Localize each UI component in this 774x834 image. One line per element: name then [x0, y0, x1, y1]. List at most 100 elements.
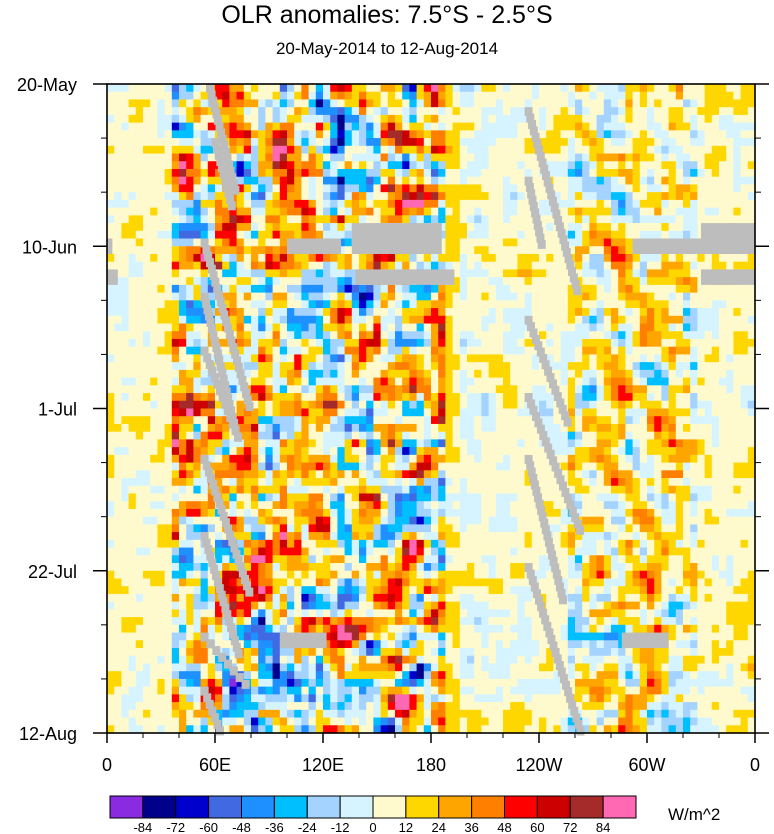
heatmap-cell [704, 362, 713, 371]
heatmap-cell [416, 114, 425, 124]
heatmap-cell [121, 308, 130, 317]
heatmap-cell [193, 315, 202, 325]
heatmap-cell [488, 122, 497, 131]
heatmap-cell [157, 447, 166, 456]
heatmap-cell [323, 153, 331, 162]
heatmap-cell [121, 385, 130, 394]
heatmap-cell [402, 470, 410, 479]
heatmap-cell [243, 454, 252, 464]
heatmap-cell [308, 161, 317, 170]
heatmap-cell [423, 369, 432, 379]
heatmap-cell [279, 470, 288, 479]
heatmap-cell [675, 114, 684, 124]
heatmap-cell [150, 408, 158, 417]
heatmap-cell [503, 470, 511, 479]
heatmap-cell [366, 439, 374, 448]
heatmap-cell [618, 207, 626, 216]
heatmap-cell [632, 199, 641, 209]
heatmap-cell [596, 315, 605, 325]
heatmap-cell [107, 138, 115, 147]
heatmap-cell [315, 269, 324, 278]
heatmap-cell [193, 431, 202, 441]
heatmap-cell [207, 416, 216, 425]
heatmap-cell [467, 323, 475, 332]
heatmap-cell [438, 230, 446, 240]
heatmap-cell [438, 478, 446, 487]
heatmap-cell [164, 269, 173, 278]
heatmap-cell [265, 323, 274, 332]
heatmap-cell [711, 176, 720, 186]
heatmap-cell [488, 362, 497, 371]
heatmap-cell [467, 269, 475, 278]
heatmap-cell [359, 176, 367, 186]
heatmap-cell [726, 400, 734, 410]
heatmap-cell [697, 284, 706, 294]
heatmap-cell [654, 138, 662, 147]
heatmap-cell [661, 192, 670, 201]
heatmap-cell [243, 462, 252, 471]
heatmap-cell [222, 454, 230, 464]
heatmap-cell [675, 269, 684, 278]
heatmap-cell [337, 300, 346, 309]
heatmap-cell [135, 369, 144, 379]
heatmap-cell [668, 138, 677, 147]
heatmap-cell [459, 215, 468, 224]
heatmap-cell [654, 431, 662, 441]
heatmap-cell [452, 161, 461, 170]
heatmap-cell [164, 145, 173, 155]
heatmap-cell [618, 230, 626, 240]
heatmap-cell [719, 346, 727, 356]
heatmap-cell [143, 462, 151, 471]
heatmap-cell [359, 508, 367, 518]
heatmap-cell [582, 261, 590, 271]
heatmap-cell [740, 184, 749, 193]
heatmap-cell [431, 431, 439, 441]
heatmap-cell [323, 393, 331, 402]
heatmap-cell [546, 323, 554, 332]
heatmap-cell [661, 315, 670, 325]
heatmap-cell [467, 346, 475, 356]
heatmap-cell [337, 346, 346, 356]
heatmap-cell [611, 493, 619, 502]
heatmap-cell [229, 114, 238, 124]
heatmap-cell [294, 114, 302, 124]
heatmap-cell [452, 130, 461, 139]
heatmap-cell [179, 107, 187, 116]
heatmap-cell [279, 393, 288, 402]
heatmap-cell [279, 168, 288, 178]
heatmap-cell [690, 416, 698, 425]
heatmap-cell [301, 145, 310, 155]
heatmap-cell [330, 168, 338, 178]
heatmap-cell [207, 184, 216, 193]
heatmap-cell [416, 362, 425, 371]
heatmap-cell [164, 277, 173, 286]
heatmap-cell [647, 223, 655, 232]
heatmap-cell [135, 269, 144, 278]
heatmap-cell [697, 393, 706, 402]
heatmap-cell [704, 207, 713, 216]
heatmap-cell [467, 284, 475, 294]
heatmap-cell [157, 308, 166, 317]
heatmap-cell [359, 354, 367, 363]
heatmap-cell [294, 230, 302, 240]
heatmap-cell [258, 130, 266, 139]
heatmap-cell [121, 207, 130, 216]
heatmap-cell [186, 323, 194, 332]
heatmap-cell [575, 223, 583, 232]
heatmap-cell [279, 91, 288, 101]
heatmap-cell [510, 439, 518, 448]
heatmap-cell [150, 207, 158, 216]
heatmap-cell [452, 462, 461, 471]
heatmap-cell [495, 454, 504, 464]
heatmap-cell [467, 261, 475, 271]
heatmap-cell [337, 207, 346, 216]
heatmap-cell [481, 145, 490, 155]
heatmap-cell [387, 431, 396, 441]
heatmap-cell [387, 253, 396, 263]
heatmap-cell [560, 114, 569, 124]
heatmap-cell [402, 478, 410, 487]
heatmap-cell [560, 84, 569, 93]
heatmap-cell [661, 300, 670, 309]
heatmap-cell [553, 431, 562, 441]
heatmap-cell [301, 377, 310, 386]
